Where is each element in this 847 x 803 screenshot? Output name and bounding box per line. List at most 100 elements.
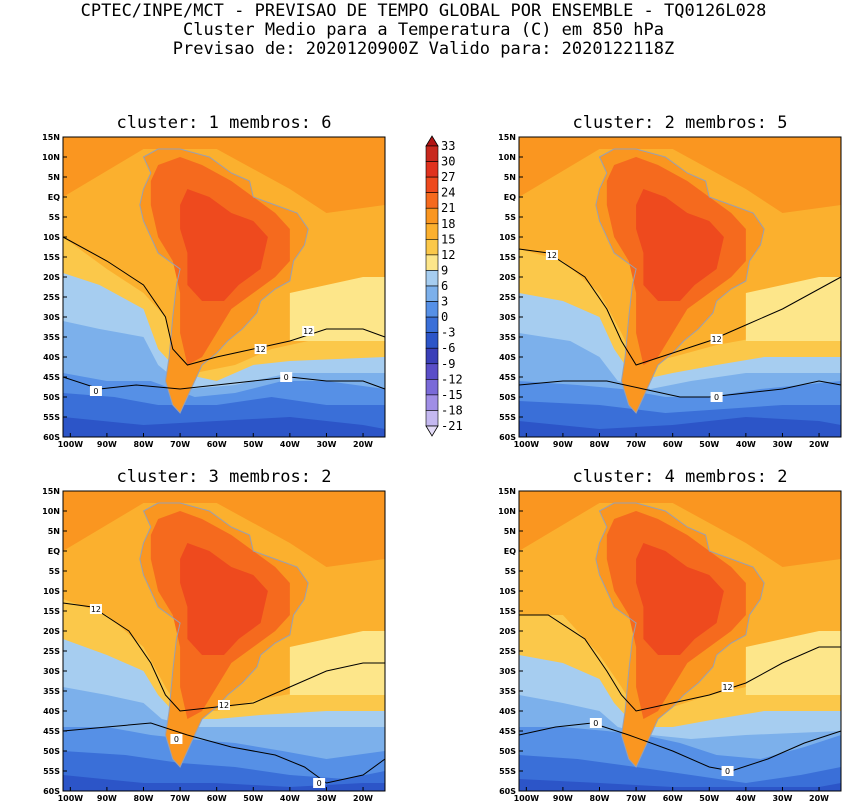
colorbar-segment — [425, 254, 439, 271]
panel-title-4: cluster: 4 membros: 2 — [572, 467, 788, 487]
contour-label: 12 — [91, 605, 101, 614]
lat-label: 20S — [499, 273, 516, 282]
lon-label: 100W — [514, 794, 540, 803]
lat-label: 15N — [498, 133, 516, 142]
lat-label: 55S — [43, 413, 60, 422]
lat-label: 20S — [43, 273, 60, 282]
lat-label: 5N — [48, 173, 60, 182]
panel-title-1: cluster: 1 membros: 6 — [116, 113, 332, 133]
coastline — [595, 502, 765, 768]
lat-label: 10S — [43, 587, 60, 596]
lat-label: 45S — [43, 727, 60, 736]
colorbar-label: 33 — [441, 139, 455, 153]
colorbar-label: 12 — [441, 248, 455, 262]
contour-label: 0 — [284, 373, 289, 382]
lon-label: 60W — [207, 794, 227, 803]
chart-title-line-3: Previsao de: 2020120900Z Valido para: 20… — [172, 39, 675, 59]
lat-label: 35S — [43, 333, 60, 342]
lon-label: 70W — [170, 440, 190, 449]
band-18-north — [519, 137, 841, 213]
lon-label: 60W — [663, 794, 683, 803]
lat-label: 10S — [499, 233, 516, 242]
lat-label: 50S — [43, 393, 60, 402]
contour-0 — [518, 380, 842, 398]
band-18-north — [63, 491, 385, 567]
land-24 — [180, 543, 268, 655]
lat-label: 30S — [43, 313, 60, 322]
lat-label: 55S — [43, 767, 60, 776]
contour-0 — [62, 376, 386, 390]
band-9-east — [289, 277, 385, 341]
lon-label: 80W — [590, 440, 610, 449]
lat-label: 30S — [43, 667, 60, 676]
lon-label: 20W — [809, 794, 829, 803]
map-frame — [62, 490, 386, 792]
contour-label: 0 — [317, 779, 322, 788]
land-24 — [180, 189, 268, 301]
colorbar-label: 3 — [441, 295, 448, 309]
coastline — [595, 148, 765, 414]
contour-label: 12 — [219, 701, 229, 710]
colorbar-segment — [425, 270, 439, 287]
lon-label: 60W — [663, 440, 683, 449]
contour-12 — [519, 614, 841, 712]
lon-label: 100W — [514, 440, 540, 449]
map-frame — [518, 490, 842, 792]
lat-label: EQ — [504, 547, 516, 556]
band-minus-3 — [519, 755, 841, 791]
colorbar-label: 24 — [441, 186, 455, 200]
colorbar-segment — [425, 394, 439, 411]
colorbar-label: 18 — [441, 217, 455, 231]
lat-label: 10N — [498, 507, 516, 516]
lat-label: 15N — [42, 487, 60, 496]
lon-label: 90W — [553, 794, 573, 803]
lat-label: 15N — [498, 487, 516, 496]
band-minus-6 — [519, 417, 841, 437]
lat-label: 60S — [499, 787, 516, 796]
contour-label-box — [280, 372, 293, 382]
lat-label: 5S — [505, 567, 517, 576]
contour-12 — [62, 236, 386, 366]
colorbar-segment — [425, 239, 439, 256]
colorbar-label: -15 — [441, 388, 463, 402]
lon-label: 20W — [353, 440, 373, 449]
contour-label: 0 — [714, 393, 719, 402]
map-group-1: 12 12 0 0 15N 10N 5N EQ 5S 10S 15S 20S 25S 30S 35S 40S 4… — [42, 133, 386, 449]
map-group-4: 12 0 0 15N 10N 5N EQ 5S 10S 15S 20S 25S 30S 35S 40S 45S… — [498, 487, 842, 803]
lon-label: 90W — [97, 440, 117, 449]
lon-label: 40W — [280, 440, 300, 449]
contour-label-box — [313, 778, 326, 788]
lon-label: 30W — [772, 440, 792, 449]
contour-label: 0 — [593, 719, 598, 728]
map-group-3: 12 12 0 0 15N 10N 5N EQ 5S 10S 15S 20S 25S 30S 35S 40S 4… — [42, 487, 386, 803]
lon-label: 70W — [626, 794, 646, 803]
colorbar-label: 0 — [441, 310, 448, 324]
colorbar-segment — [425, 285, 439, 302]
lon-label: 20W — [353, 794, 373, 803]
colorbar-label: -9 — [441, 357, 455, 371]
colorbar-segment — [425, 161, 439, 178]
contour-label-box — [89, 386, 102, 396]
lon-label: 60W — [207, 440, 227, 449]
colorbar-label: -6 — [441, 341, 455, 355]
lat-label: 35S — [43, 687, 60, 696]
contour-label: 12 — [711, 335, 721, 344]
contour-0 — [62, 722, 386, 784]
lon-label: 100W — [58, 440, 84, 449]
colorbar-segment — [425, 363, 439, 380]
lat-label: 25S — [43, 293, 60, 302]
contour-label: 12 — [722, 683, 732, 692]
colorbar-label: 6 — [441, 279, 448, 293]
lat-label: 60S — [43, 787, 60, 796]
lat-label: 60S — [43, 433, 60, 442]
lat-label: 10N — [42, 507, 60, 516]
contour-0 — [518, 722, 842, 772]
colorbar-label: -12 — [441, 372, 463, 386]
colorbar-segment — [425, 379, 439, 396]
contour-label-box — [302, 326, 315, 336]
panel-title-2: cluster: 2 membros: 5 — [572, 113, 788, 133]
lon-label: 80W — [134, 440, 154, 449]
land-24 — [636, 189, 724, 301]
